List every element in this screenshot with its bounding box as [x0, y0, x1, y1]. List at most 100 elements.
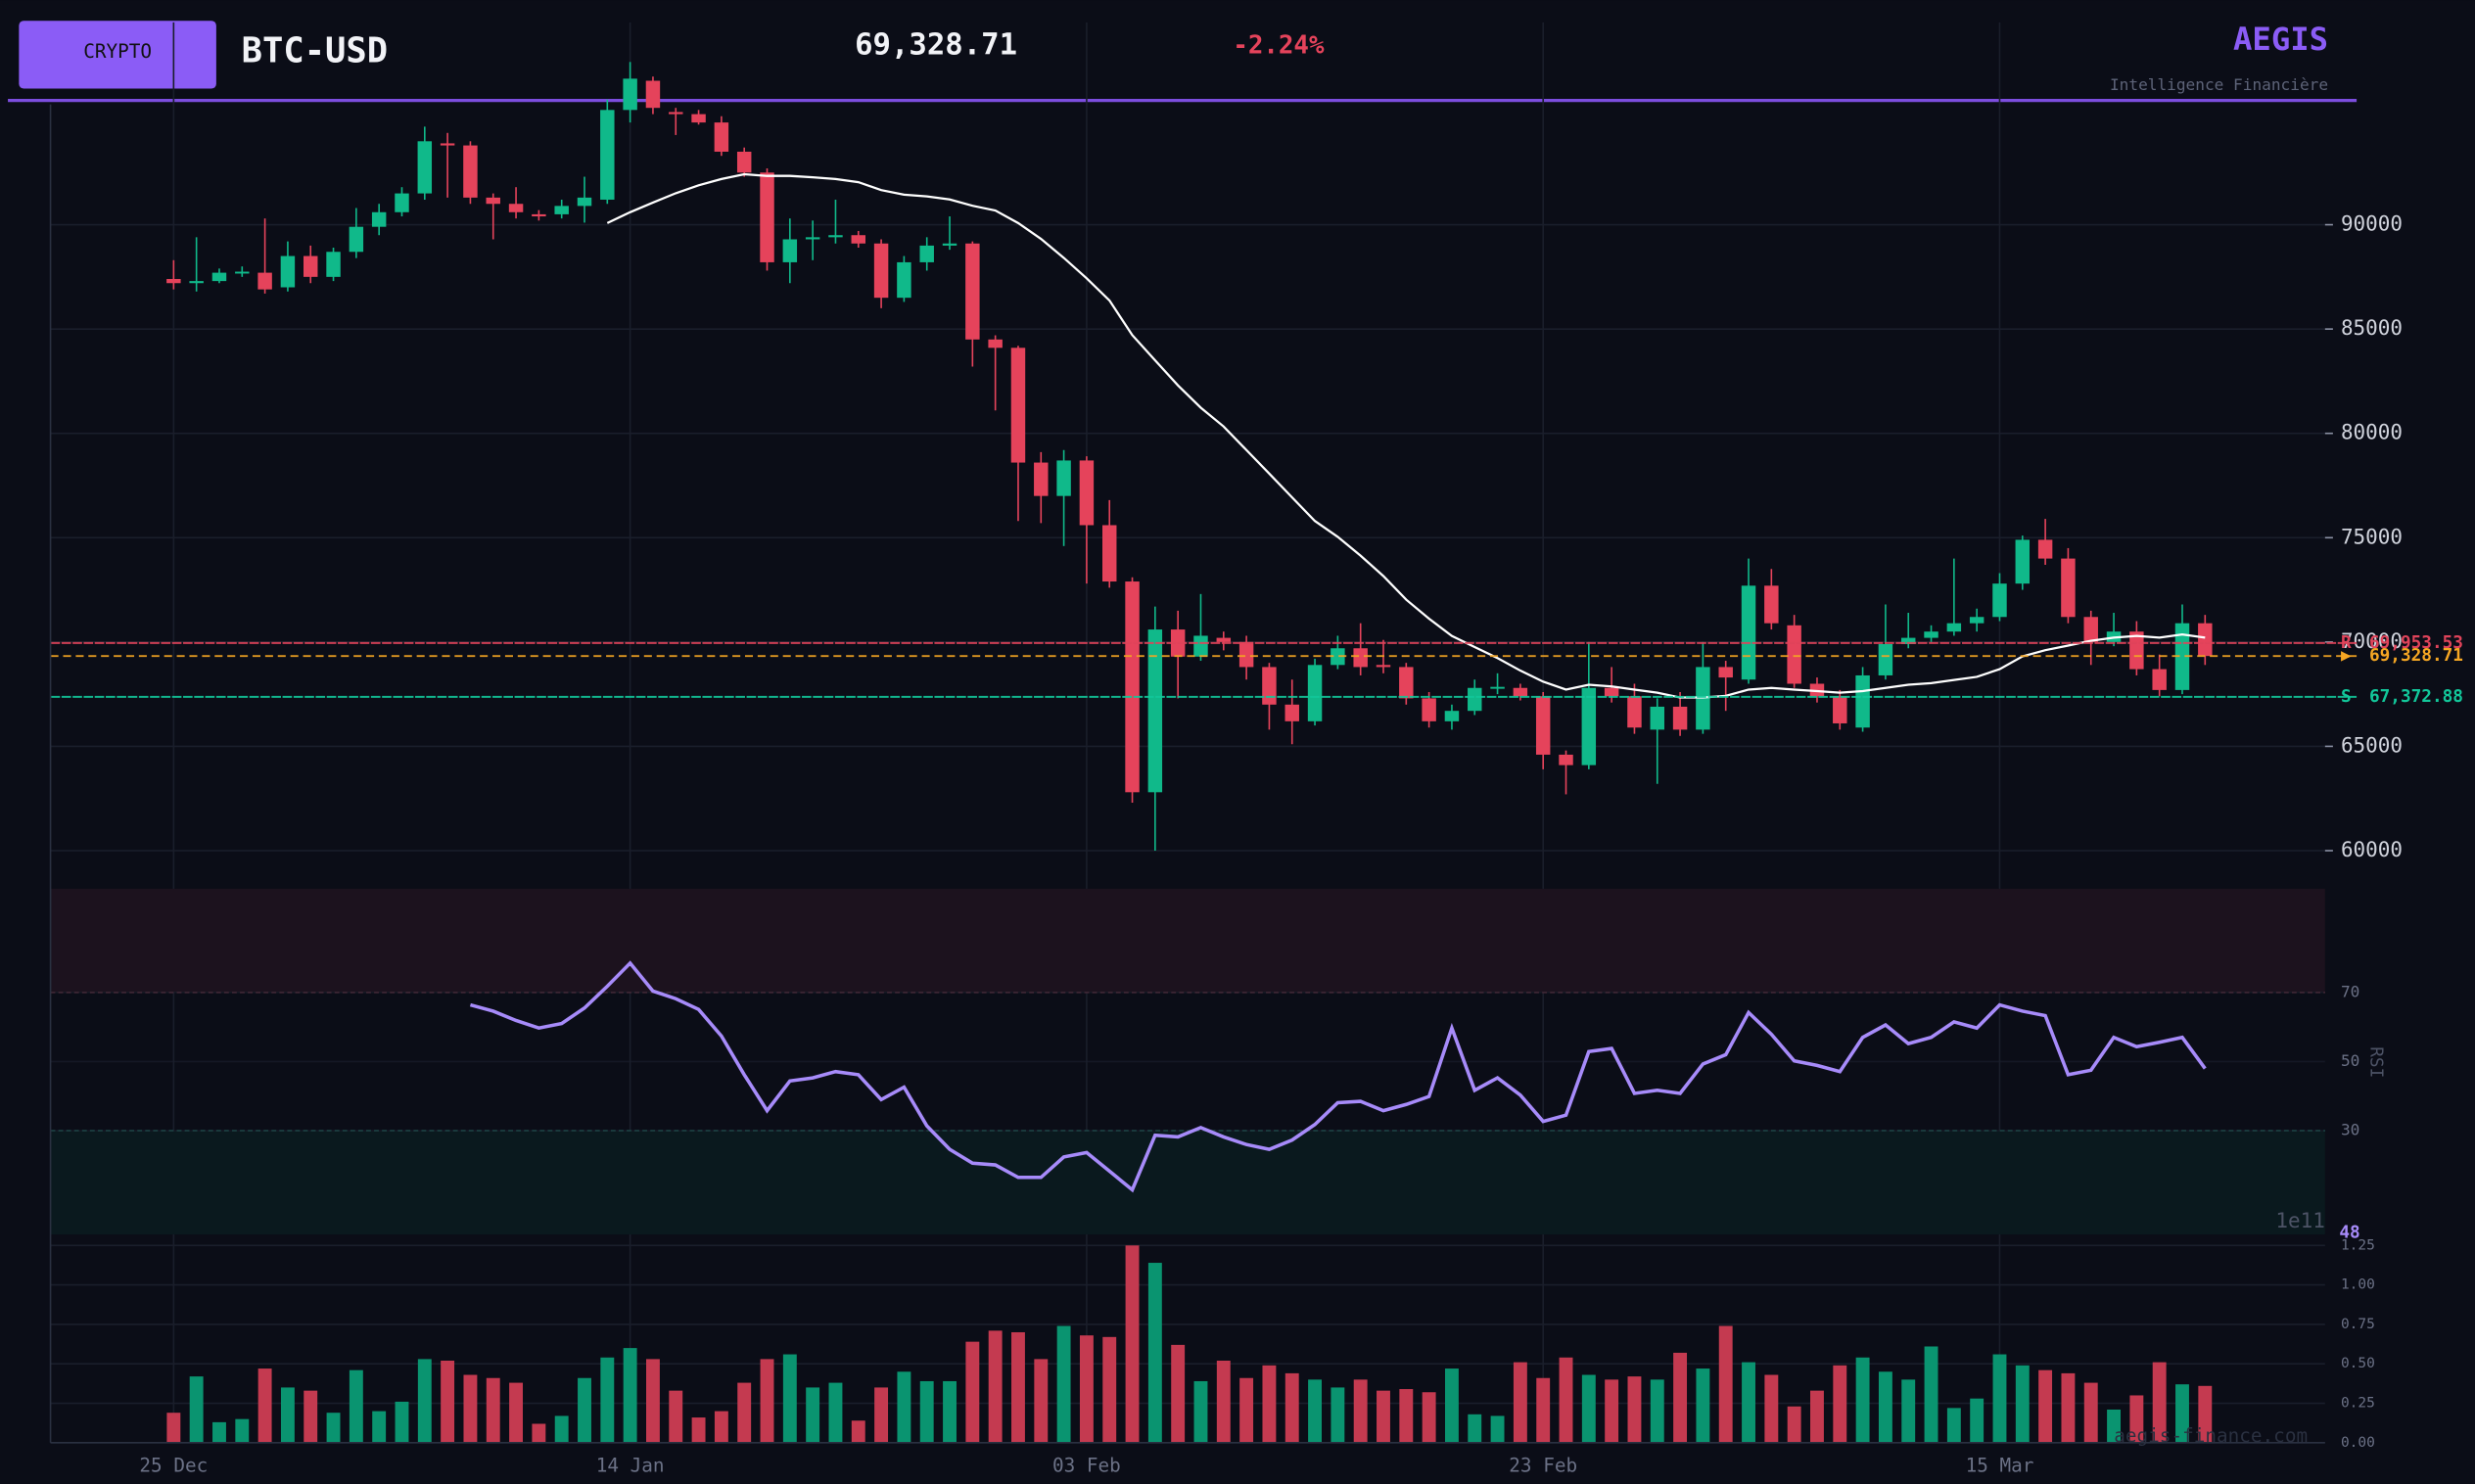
volume-bar [1444, 1368, 1459, 1443]
candle-body [1650, 706, 1664, 730]
volume-bar [851, 1420, 865, 1443]
candle-body [1718, 667, 1733, 678]
volume-bar [1718, 1325, 1733, 1443]
candle-body [760, 172, 774, 262]
candle-body [1353, 648, 1368, 668]
candle-body [532, 213, 546, 217]
volume-bar [1924, 1346, 1938, 1443]
candle-body [1193, 635, 1208, 657]
y-tick-label: 85000 [2341, 316, 2403, 340]
volume-bar [1992, 1354, 2007, 1443]
candle-body [2083, 617, 2098, 642]
volume-bar [828, 1382, 843, 1443]
candle-body [1399, 667, 1414, 699]
candle-body [1307, 665, 1323, 721]
candle-body [1010, 348, 1026, 463]
volume-bar [1262, 1365, 1277, 1443]
candle-body [919, 245, 934, 262]
volume-bar [349, 1369, 363, 1443]
candle-body [1604, 687, 1619, 697]
volume-bar [2175, 1384, 2189, 1443]
level-tag: R [2341, 633, 2352, 653]
candle-body [736, 151, 752, 173]
scale-label: 1e11 [2275, 1209, 2324, 1232]
candle-body [1741, 585, 1756, 680]
level-tag: ▶ [2341, 646, 2352, 666]
candle-body [942, 243, 957, 246]
candle-body [1946, 623, 1962, 632]
candle-body [395, 193, 409, 212]
volume-bar [2038, 1369, 2053, 1443]
candle-body [2015, 539, 2031, 584]
volume-bar [1193, 1380, 1208, 1443]
volume-bar [441, 1361, 455, 1443]
badge[interactable] [19, 21, 216, 89]
watermark: aegis-finance.com [2114, 1424, 2308, 1447]
candle-body [1627, 696, 1642, 728]
volume-bar [532, 1423, 546, 1443]
candle-body [1101, 525, 1117, 582]
volume-bar [304, 1390, 318, 1443]
volume-bar [1536, 1377, 1551, 1443]
level-tag: S [2341, 687, 2352, 707]
candle-body [691, 114, 706, 123]
candle-body [1216, 637, 1232, 642]
level-label: 67,372.88 [2369, 687, 2463, 707]
candle-body [782, 239, 798, 262]
y-tick-label: 50 [2341, 1051, 2359, 1070]
candle-body [417, 141, 433, 194]
candle-body [1376, 665, 1391, 668]
rsi-value-label: 48 [2339, 1223, 2359, 1242]
volume-bar [212, 1421, 226, 1443]
volume-bar [578, 1377, 591, 1443]
candle-body [1125, 581, 1140, 793]
candle-body [2129, 631, 2144, 670]
y-tick-label: 70 [2341, 982, 2359, 1000]
volume-bar [417, 1359, 432, 1443]
x-tick-label: 15 Mar [1966, 1455, 2034, 1477]
volume-bar [1559, 1357, 1573, 1443]
candle-body [1833, 696, 1847, 723]
candle-body [440, 143, 455, 146]
volume-bar [1901, 1379, 1916, 1443]
candle-body [1969, 617, 1985, 624]
volume-bar [782, 1354, 797, 1443]
badge-label[interactable]: CRYPTO [83, 40, 152, 63]
volume-bar [737, 1382, 752, 1443]
volume-bar [1034, 1359, 1049, 1443]
volume-bar [1855, 1357, 1870, 1443]
y-tick-label: 30 [2341, 1121, 2359, 1139]
candle-body [1900, 637, 1916, 644]
candle-body [873, 243, 889, 299]
volume-bar [1490, 1415, 1505, 1443]
volume-bar [257, 1368, 272, 1443]
volume-bar [2129, 1395, 2144, 1443]
volume-bar [2107, 1409, 2121, 1443]
volume-bar [372, 1411, 387, 1443]
candle-body [189, 281, 204, 284]
volume-bar [1878, 1371, 1892, 1443]
volume-bar [1627, 1376, 1642, 1443]
candle-body [1992, 583, 2007, 618]
candle-body [349, 226, 364, 253]
volume-bar [714, 1411, 728, 1443]
volume-bar [1833, 1365, 1847, 1443]
y-tick-label: 60000 [2341, 838, 2403, 861]
volume-bar [486, 1377, 500, 1443]
overbought-zone [50, 888, 2325, 993]
volume-bar [965, 1341, 980, 1443]
change: -2.24% [1233, 31, 1325, 61]
volume-bar [1239, 1377, 1254, 1443]
volume-bar [1377, 1390, 1390, 1443]
volume-bar [2152, 1362, 2167, 1443]
candle-body [235, 271, 250, 274]
volume-bar [189, 1376, 204, 1443]
volume-bar [1102, 1336, 1117, 1443]
volume-bar [1147, 1263, 1162, 1443]
oversold-zone [50, 1131, 2325, 1235]
volume-bar [1513, 1362, 1527, 1443]
volume-bar [1787, 1406, 1801, 1443]
volume-bar [943, 1380, 957, 1443]
candle-body [2061, 558, 2076, 618]
candle-body [166, 278, 181, 284]
